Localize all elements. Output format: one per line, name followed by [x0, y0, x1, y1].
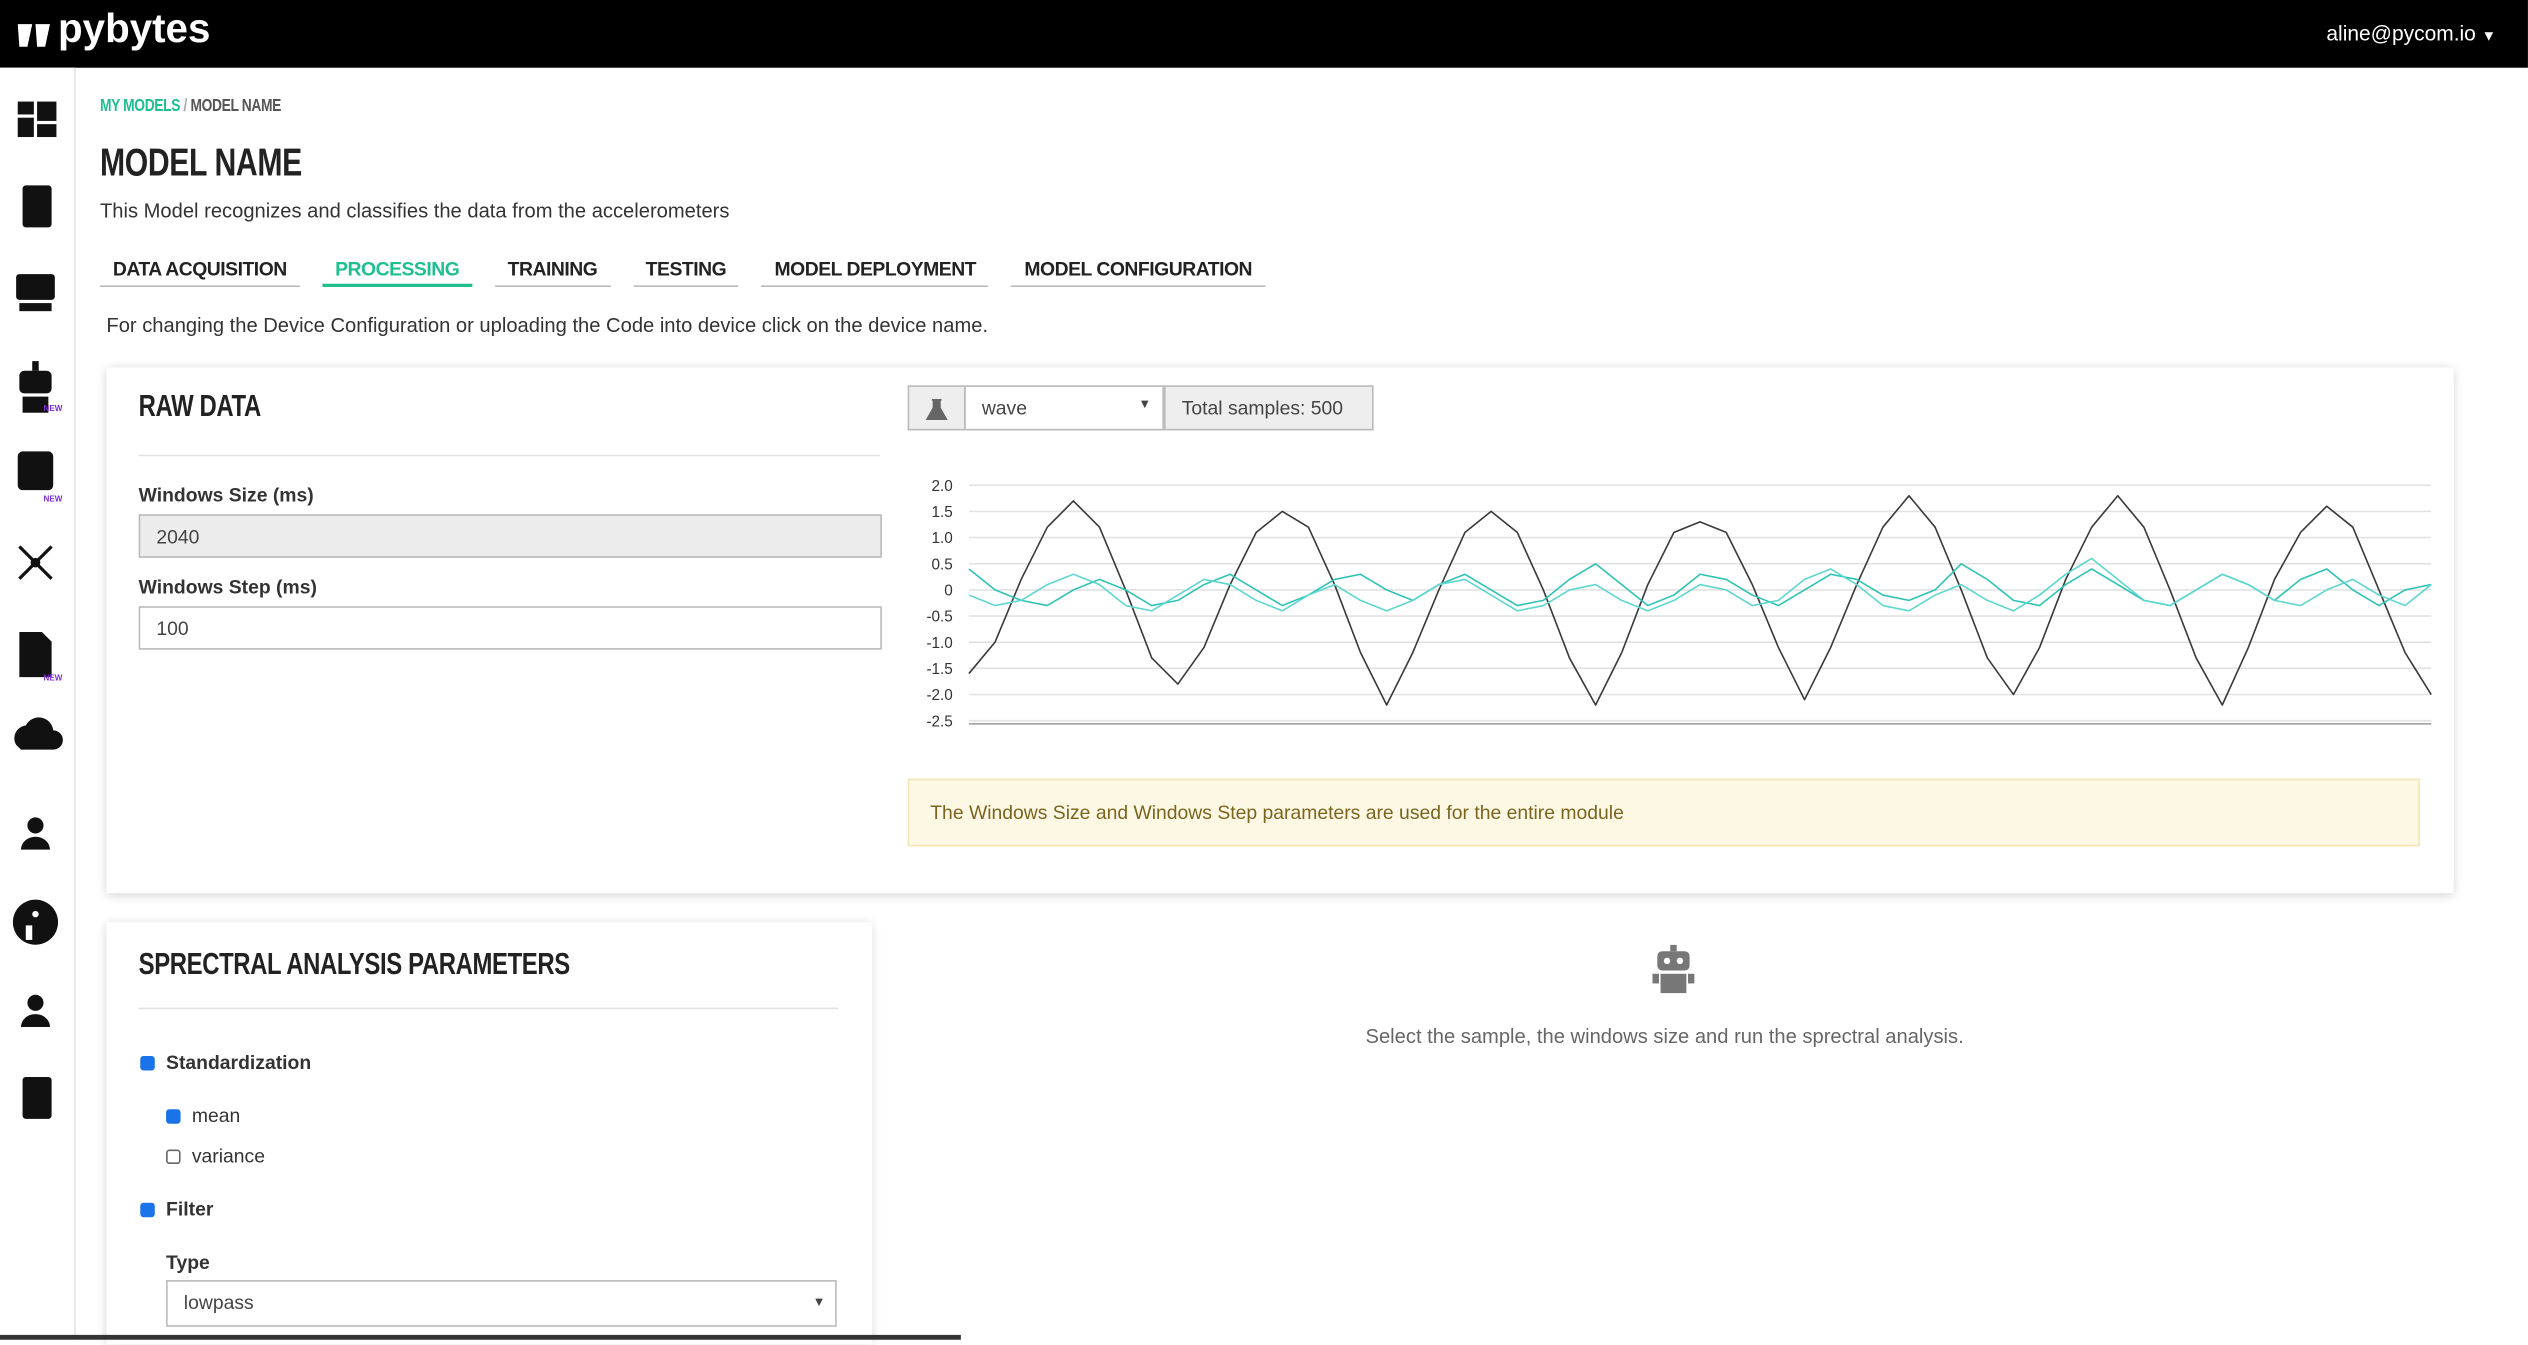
panel-title: SPRECTRAL ANALYSIS PARAMETERS — [138, 947, 571, 982]
logo-icon — [17, 24, 50, 47]
checkbox-label: mean — [191, 1104, 241, 1127]
y-tick-label: -2.0 — [926, 687, 952, 704]
sample-value[interactable]: wave — [981, 396, 1027, 420]
y-tick-label: -1.0 — [926, 635, 952, 652]
series-line — [968, 494, 2432, 706]
spectral-panel: SPRECTRAL ANALYSIS PARAMETERS Standardiz… — [106, 922, 873, 1345]
sidebar-icons[interactable] — [0, 68, 74, 1164]
tab[interactable]: TRAINING — [494, 258, 611, 287]
checkbox-label: Standardization — [166, 1051, 312, 1074]
breadcrumb-separator: / — [183, 96, 188, 117]
user-email[interactable]: aline@pycom.io — [2326, 20, 2476, 46]
y-tick-label: 1.0 — [932, 530, 953, 547]
tab[interactable]: DATA ACQUISITION — [99, 258, 300, 287]
user-menu[interactable]: aline@pycom.io ▼ — [2326, 20, 2497, 46]
info-alert: The Windows Size and Windows Step parame… — [907, 778, 2420, 847]
checkbox-label: Filter — [166, 1197, 214, 1221]
checkbox[interactable] — [166, 1149, 181, 1165]
field-label: Type — [166, 1251, 210, 1274]
tabs: DATA ACQUISITION PROCESSING TRAINING TESTIN… — [99, 258, 1265, 287]
logo-text: pybytes — [58, 6, 211, 52]
y-tick-label: 2.0 — [932, 478, 953, 495]
total-samples: Total samples: 500 — [1164, 385, 1374, 431]
y-tick-label: 0 — [944, 583, 953, 600]
robot-icon — [1652, 944, 1695, 994]
y-tick-label: 1.5 — [932, 504, 953, 521]
type-value[interactable]: lowpass — [183, 1291, 254, 1314]
raw-data-panel: RAW DATA Windows Size (ms) 2040 Windows … — [106, 367, 2454, 894]
y-tick-label: 0.5 — [932, 556, 953, 573]
breadcrumb: MY MODELS / MODEL NAME — [100, 97, 281, 116]
series-line — [968, 557, 2432, 612]
note: For changing the Device Configuration or… — [106, 314, 989, 337]
panel-title: RAW DATA — [138, 390, 262, 425]
tab[interactable]: PROCESSING — [322, 258, 473, 287]
scrollbar — [0, 1334, 961, 1340]
flask-button[interactable] — [907, 385, 966, 431]
sample-select[interactable]: wave ▼ — [964, 385, 1165, 431]
window-size-input[interactable]: 2040 — [138, 514, 882, 558]
tab[interactable]: MODEL DEPLOYMENT — [761, 258, 989, 287]
checkbox-label: variance — [191, 1144, 265, 1168]
field-label: Windows Size (ms) — [138, 483, 314, 507]
checkbox[interactable] — [140, 1055, 155, 1071]
raw-data-chart: 2.0 1.5 1.0 0.5 0 -0.5 -1.0 -1.5 -2.0 -2.5 — [926, 478, 2432, 730]
breadcrumb-current: MODEL NAME — [190, 96, 282, 117]
tab[interactable]: MODEL CONFIGURATION — [1011, 258, 1265, 287]
new-badge: NEW — [43, 404, 63, 415]
field-label: Windows Step (ms) — [138, 575, 317, 599]
window-step-input[interactable]: 100 — [138, 606, 882, 650]
divider — [138, 454, 881, 457]
description: This Model recognizes and classifies the… — [99, 199, 730, 223]
empty-state: Select the sample, the windows size and … — [1365, 1025, 1964, 1048]
type-select[interactable]: lowpass ▼ — [166, 1280, 837, 1327]
new-badge: NEW — [43, 673, 63, 684]
page-title: MODEL NAME — [99, 141, 302, 186]
new-badge: NEW — [43, 494, 63, 505]
tab[interactable]: TESTING — [632, 258, 740, 287]
checkbox[interactable] — [140, 1202, 155, 1218]
checkbox[interactable] — [166, 1109, 181, 1124]
sidebar: NEW NEW NEW — [0, 67, 76, 1340]
divider — [138, 1007, 839, 1010]
y-tick-label: -2.5 — [926, 713, 952, 730]
y-tick-label: -1.5 — [926, 661, 952, 678]
breadcrumb-link[interactable]: MY MODELS — [99, 96, 181, 117]
top-bar: pybytes aline@pycom.io ▼ — [0, 0, 2528, 68]
y-tick-label: -0.5 — [926, 609, 952, 626]
